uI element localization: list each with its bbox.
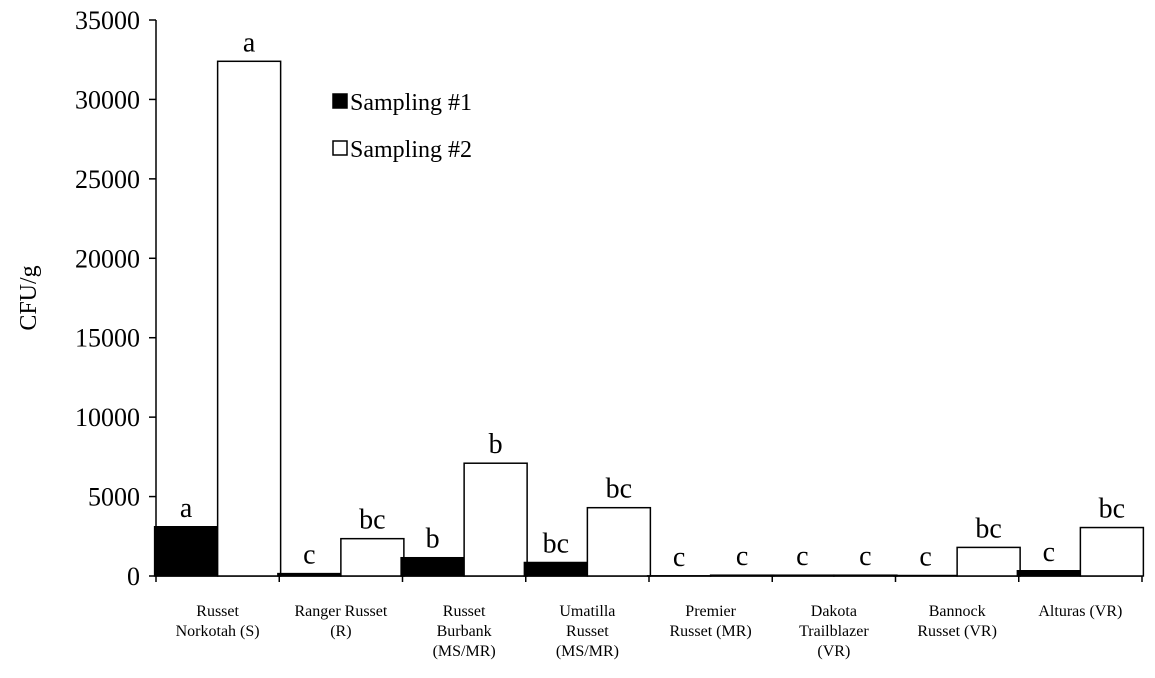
significance-letter: c (919, 542, 931, 573)
significance-letter: b (489, 429, 503, 460)
significance-letter: b (426, 524, 440, 555)
y-tick-label: 0 (127, 562, 140, 591)
bar (523, 561, 589, 577)
x-tick-label: Premier Russet (MR) (670, 603, 752, 640)
x-tick-label: Umatilla Russet (MS/MR) (556, 603, 619, 660)
bar (833, 574, 898, 577)
significance-letter: a (180, 493, 193, 524)
x-tick-label: Ranger Russet (R) (294, 603, 387, 640)
bar (277, 572, 342, 577)
legend-label: Sampling #2 (350, 137, 472, 163)
bar (216, 60, 282, 577)
x-tick-label: Dakota Trailblazer (VR) (799, 603, 869, 660)
y-tick-label: 5000 (88, 483, 140, 512)
significance-letter: a (243, 27, 256, 58)
significance-letter: c (303, 540, 315, 571)
bar (586, 506, 652, 577)
y-axis-label: CFU/g (16, 265, 42, 330)
significance-letter: bc (543, 528, 569, 559)
x-tick-label: Russet Norkotah (S) (176, 603, 260, 640)
significance-letter: c (1043, 537, 1055, 568)
bar (1016, 570, 1082, 577)
y-tick-label: 20000 (75, 244, 140, 273)
significance-letter: bc (1099, 494, 1125, 525)
y-tick-label: 35000 (75, 6, 140, 35)
y-tick-label: 10000 (75, 403, 140, 432)
significance-letter: c (859, 541, 871, 572)
bar (1079, 526, 1145, 577)
legend-swatch (332, 140, 348, 156)
bar (709, 574, 775, 577)
bar (770, 574, 835, 577)
significance-letter: c (736, 541, 748, 572)
bar (340, 537, 405, 577)
bar (153, 526, 219, 577)
legend-swatch (332, 93, 348, 109)
x-tick-label: Russet Burbank (MS/MR) (433, 603, 496, 660)
significance-letter: bc (359, 505, 385, 536)
significance-letter: c (796, 541, 808, 572)
significance-letter: bc (606, 474, 632, 505)
x-tick-label: Bannock Russet (VR) (917, 603, 997, 640)
y-tick-label: 15000 (75, 324, 140, 353)
significance-letter: bc (975, 513, 1001, 544)
y-tick-label: 30000 (75, 85, 140, 114)
legend-label: Sampling #1 (350, 90, 472, 116)
bar (463, 462, 528, 577)
y-tick-label: 25000 (75, 165, 140, 194)
x-tick-label: Alturas (VR) (1038, 603, 1122, 620)
significance-letter: c (673, 542, 685, 573)
bar (400, 556, 465, 577)
bar (956, 546, 1021, 577)
